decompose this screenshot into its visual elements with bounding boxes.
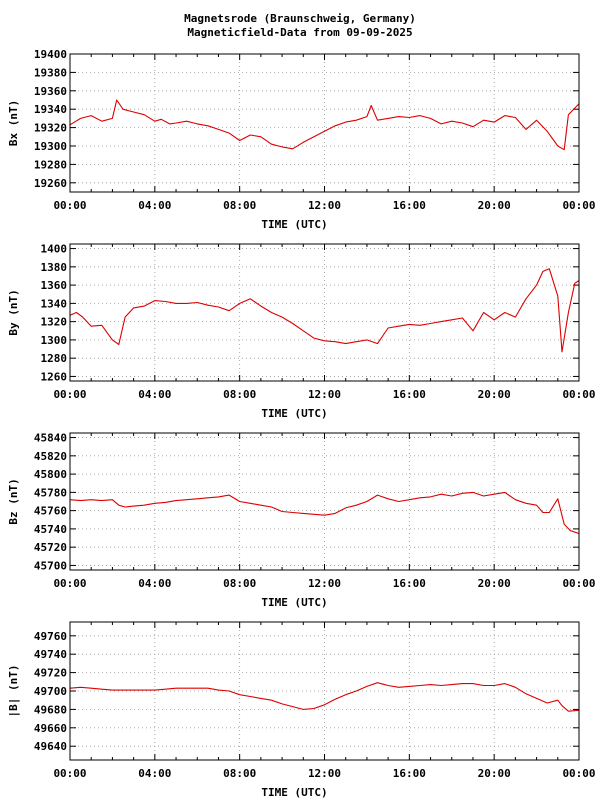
y-axis-label: By (nT) [7,289,20,335]
data-line [69,268,580,353]
y-tick-label: 1360 [41,279,68,292]
title-line-2: Magneticfield-Data from 09-09-2025 [187,26,413,39]
x-tick-label: 08:00 [223,767,256,780]
y-tick-label: 19320 [34,122,67,135]
x-tick-label: 04:00 [138,199,171,212]
x-tick-label: 20:00 [478,199,511,212]
chart-panel-4: 49640 49660 49680 49700 49720 49740 49760 00:00… [7,621,596,799]
x-tick-label: 16:00 [393,199,426,212]
y-tick-label: 1300 [41,334,68,347]
x-tick-label: 00:00 [53,767,86,780]
y-tick-label: 45760 [34,505,67,518]
y-tick-label: 45840 [34,432,67,445]
chart-panel-3: 45700 45720 45740 45760 45780 45800 45820 45840… [7,432,596,609]
x-tick-label: 00:00 [562,388,595,401]
y-tick-label: 45720 [34,541,67,554]
x-tick-label: 08:00 [223,199,256,212]
y-tick-label: 1340 [41,297,68,310]
y-tick-label: 1320 [41,316,68,329]
x-tick-label: 16:00 [393,767,426,780]
page-title: Magnetsrode (Braunschweig, Germany) Magn… [0,12,600,40]
x-tick-label: 08:00 [223,388,256,401]
y-axis-label: Bz (nT) [7,478,20,524]
y-tick-label: 1260 [41,370,68,383]
y-axis-label: |B| (nT) [7,665,20,718]
y-tick-label: 1380 [41,261,68,274]
y-tick-label: 49740 [34,648,67,661]
plot-frame [69,53,580,193]
y-tick-label: 19360 [34,85,67,98]
x-tick-label: 12:00 [308,767,341,780]
x-tick-label: 20:00 [478,577,511,590]
y-tick-label: 19300 [34,140,67,153]
y-axis-label: Bx (nT) [7,100,20,146]
plot-frame [69,432,580,571]
x-tick-label: 04:00 [138,577,171,590]
x-tick-label: 00:00 [53,388,86,401]
x-axis-label: TIME (UTC) [261,218,327,231]
y-tick-label: 45780 [34,486,67,499]
x-tick-label: 16:00 [393,577,426,590]
x-tick-label: 20:00 [478,767,511,780]
y-tick-label: 49640 [34,740,67,753]
x-tick-label: 00:00 [562,767,595,780]
plot-frame [69,621,580,761]
x-tick-label: 16:00 [393,388,426,401]
y-tick-label: 49680 [34,703,67,716]
x-tick-label: 00:00 [53,199,86,212]
y-tick-label: 19260 [34,177,67,190]
x-tick-label: 08:00 [223,577,256,590]
y-tick-label: 49760 [34,630,67,643]
x-tick-label: 12:00 [308,577,341,590]
y-tick-label: 49660 [34,722,67,735]
y-tick-label: 19340 [34,103,67,116]
x-axis-label: TIME (UTC) [261,786,327,799]
y-tick-label: 19380 [34,66,67,79]
y-tick-label: 49700 [34,685,67,698]
chart-panel-1: 19260 19280 19300 19320 19340 19360 19380 19400… [7,48,596,231]
y-tick-label: 1400 [41,243,68,256]
x-tick-label: 00:00 [53,577,86,590]
y-tick-label: 45800 [34,468,67,481]
data-line [69,491,580,535]
x-tick-label: 20:00 [478,388,511,401]
x-tick-label: 12:00 [308,199,341,212]
chart-panel-2: 1260 1280 1300 1320 1340 1360 1380 1400 00:00 04:… [7,243,596,420]
x-axis-label: TIME (UTC) [261,596,327,609]
x-tick-label: 00:00 [562,199,595,212]
y-tick-label: 45740 [34,523,67,536]
y-tick-label: 49720 [34,667,67,680]
x-tick-label: 12:00 [308,388,341,401]
data-line [69,99,580,151]
y-tick-label: 1280 [41,352,68,365]
y-tick-label: 45700 [34,559,67,572]
y-tick-label: 45820 [34,450,67,463]
plot-frame [69,243,580,382]
x-tick-label: 04:00 [138,388,171,401]
title-line-1: Magnetsrode (Braunschweig, Germany) [184,12,416,25]
x-axis-label: TIME (UTC) [261,407,327,420]
x-tick-label: 00:00 [562,577,595,590]
x-tick-label: 04:00 [138,767,171,780]
y-tick-label: 19400 [34,48,67,61]
y-tick-label: 19280 [34,158,67,171]
data-line [69,682,580,712]
